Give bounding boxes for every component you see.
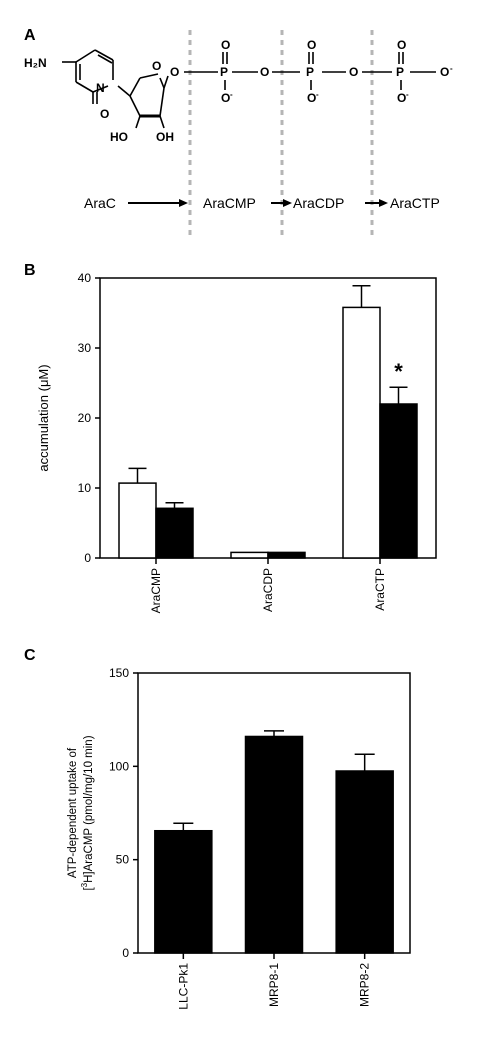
amine-label: H₂N [24, 56, 47, 70]
phosphorus-label: P [306, 65, 314, 79]
minus-sign: - [450, 64, 453, 73]
x-axis-labels: AraCMP AraCDP AraCTP [149, 558, 387, 613]
y-axis-ticks: 0 10 20 30 40 [78, 271, 100, 565]
structure-labels: H₂N N N O O HO OH O O O P P P O O O O O … [24, 38, 453, 144]
bar-series: * [118, 284, 418, 559]
y-axis-ticks: 0 50 100 150 [109, 666, 138, 960]
y-tick-label: 0 [84, 551, 91, 565]
y-tick-label: 150 [109, 666, 129, 680]
x-axis-labels: LLC-Pk1 MRP8-1 MRP8-2 [176, 953, 372, 1010]
y-axis-label-superscript: 3 [80, 882, 89, 887]
hydroxyl-label: OH [156, 130, 174, 144]
x-tick-label: MRP8-2 [358, 963, 372, 1007]
panel-c-label: C [24, 647, 36, 664]
bar [335, 770, 394, 954]
oxo-oxygen-label: O [397, 38, 406, 52]
minus-sign: - [316, 90, 319, 99]
bar [267, 551, 306, 559]
anion-oxygen-label: O [440, 65, 449, 79]
minus-sign: - [230, 90, 233, 99]
pathway-step-label: AraCDP [293, 195, 344, 211]
bar [118, 482, 157, 559]
phosphorus-label: P [396, 65, 404, 79]
metabolic-pathway: AraC AraCMP AraCDP AraCTP [84, 195, 440, 211]
y-tick-label: 30 [78, 341, 92, 355]
carbonyl-oxygen-label: O [100, 107, 109, 121]
bridge-oxygen-label: O [349, 65, 358, 79]
x-tick-label: LLC-Pk1 [176, 963, 190, 1010]
y-tick-label: 0 [122, 946, 129, 960]
x-tick-label: AraCTP [373, 568, 387, 611]
chemical-structure [62, 49, 436, 129]
phosphorus-label: P [220, 65, 228, 79]
oxo-oxygen-label: O [307, 38, 316, 52]
bridge-oxygen-label: O [170, 65, 179, 79]
y-tick-label: 50 [116, 853, 130, 867]
y-axis-label: accumulation (μM) [36, 364, 51, 471]
bar [154, 829, 213, 954]
pathway-step-label: AraCMP [203, 195, 256, 211]
bridge-oxygen-label: O [260, 65, 269, 79]
bar-series [154, 730, 394, 954]
ring-oxygen-label: O [152, 59, 161, 73]
panel-b-label: B [24, 262, 36, 279]
y-tick-label: 100 [109, 759, 129, 773]
hydroxyl-label: HO [110, 130, 128, 144]
y-tick-label: 20 [78, 411, 92, 425]
bar [244, 735, 304, 954]
anion-oxygen-label: O [397, 91, 406, 105]
x-tick-label: MRP8-1 [267, 963, 281, 1007]
panel-c: C ATP-dependent uptake of [3H]AraCMP (pm… [24, 647, 411, 1010]
pathway-step-label: AraCTP [390, 195, 440, 211]
y-axis-label-bracket: [ [83, 887, 95, 891]
x-tick-label: AraCMP [149, 568, 163, 613]
ring-nitrogen-label: N [96, 81, 105, 95]
anion-oxygen-label: O [221, 91, 230, 105]
arrow-head-icon [283, 199, 292, 207]
pathway-step-label: AraC [84, 195, 116, 211]
panel-a: A [24, 27, 453, 236]
y-axis-label-line-2: [3H]AraCMP (pmol/mg/10 min) [80, 735, 95, 890]
panel-a-label: A [24, 27, 36, 44]
bar [342, 306, 381, 559]
oxo-oxygen-label: O [221, 38, 230, 52]
minus-sign: - [406, 90, 409, 99]
arrow-head-icon [179, 199, 188, 207]
y-axis-label-line-1: ATP-dependent uptake of [67, 747, 79, 878]
y-tick-label: 10 [78, 481, 92, 495]
bar [379, 403, 418, 559]
bar [155, 507, 194, 559]
anion-oxygen-label: O [307, 91, 316, 105]
significance-asterisk: * [394, 359, 403, 384]
y-axis-label-rest: H]AraCMP (pmol/mg/10 min) [83, 735, 95, 883]
bar [230, 551, 269, 559]
y-tick-label: 40 [78, 271, 92, 285]
arrow-head-icon [379, 199, 388, 207]
x-tick-label: AraCDP [261, 568, 275, 612]
